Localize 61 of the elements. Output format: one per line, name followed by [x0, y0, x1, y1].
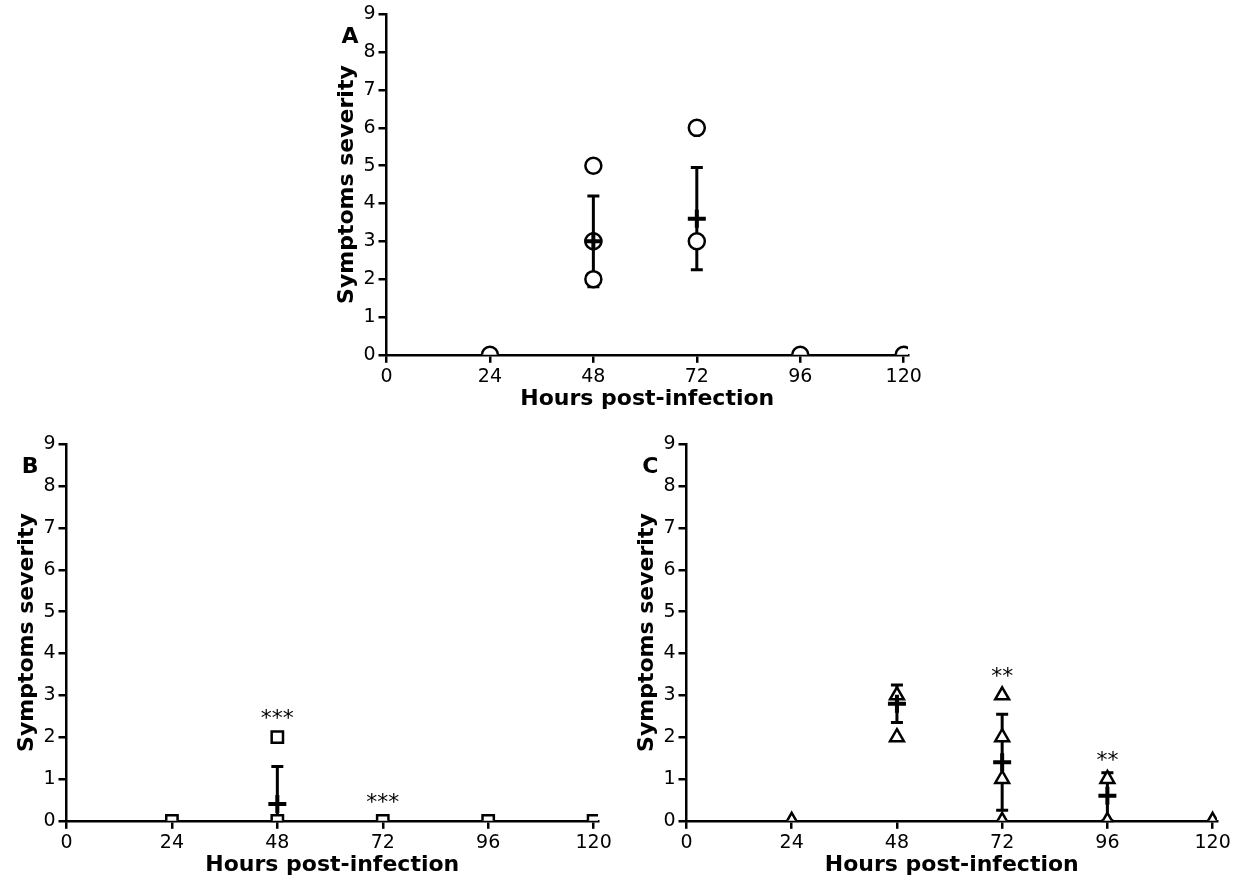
y-tick-label: 0: [363, 341, 376, 364]
y-tick-label: 7: [363, 76, 376, 99]
y-tick-label: 8: [43, 473, 56, 496]
x-tick-label: 0: [380, 364, 393, 387]
y-tick-label: 0: [663, 807, 676, 830]
x-tick-label: 120: [575, 830, 612, 853]
annotation: **: [991, 663, 1014, 689]
y-tick-label: 5: [363, 152, 376, 175]
y-tick-label: 5: [43, 598, 56, 621]
y-tick-label: 9: [363, 1, 376, 24]
y-tick-label: 6: [363, 114, 376, 137]
y-tick-label: 4: [43, 640, 56, 663]
text: A: [341, 23, 359, 49]
annotation: ***: [366, 788, 400, 814]
text: C: [642, 453, 659, 479]
x-tick-label: 48: [581, 364, 606, 387]
x-tick-label: 72: [684, 364, 709, 387]
y-tick-label: 9: [663, 431, 676, 454]
annotation: ***: [260, 705, 294, 731]
x-tick-label: 48: [884, 830, 910, 853]
x-axis-title: Hours post-infection: [520, 384, 775, 410]
y-tick-label: 1: [363, 303, 376, 326]
y-tick-label: 2: [663, 724, 676, 747]
y-tick-label: 6: [43, 556, 56, 579]
y-tick-label: 7: [663, 514, 676, 537]
x-tick-label: 24: [779, 830, 804, 853]
y-tick-label: 2: [363, 266, 376, 289]
y-tick-label: 3: [43, 682, 56, 705]
x-tick-label: 72: [990, 830, 1015, 853]
x-tick-label: 96: [788, 364, 813, 387]
x-tick-label: 120: [1194, 830, 1231, 853]
x-tick-label: 72: [370, 830, 395, 853]
y-tick-label: 3: [363, 228, 376, 251]
y-tick-label: 6: [663, 556, 676, 579]
y-tick-label: 8: [363, 39, 376, 62]
y-axis-title: Symptoms severity: [632, 513, 658, 752]
y-tick-label: 4: [663, 640, 676, 663]
x-tick-label: 24: [477, 364, 503, 387]
y-tick-label: 7: [43, 514, 56, 537]
y-tick-label: 2: [43, 724, 56, 747]
x-axis-title: Hours post-infection: [824, 850, 1079, 876]
annotation: **: [1096, 746, 1119, 772]
x-tick-label: 24: [159, 830, 185, 853]
y-tick-label: 4: [363, 190, 376, 213]
y-tick-label: 1: [663, 765, 676, 788]
y-axis-title: Symptoms severity: [12, 513, 38, 752]
text: B: [21, 453, 39, 479]
x-tick-label: 96: [476, 830, 501, 853]
y-tick-label: 5: [663, 598, 676, 621]
y-tick-label: 0: [43, 807, 56, 830]
x-axis-title: Hours post-infection: [205, 850, 460, 876]
x-tick-label: 0: [680, 830, 693, 853]
y-tick-label: 9: [43, 431, 56, 454]
y-tick-label: 1: [43, 765, 56, 788]
x-tick-label: 48: [265, 830, 290, 853]
y-tick-label: 3: [663, 682, 676, 705]
y-tick-label: 8: [663, 473, 676, 496]
x-tick-label: 96: [1095, 830, 1120, 853]
x-tick-label: 0: [60, 830, 73, 853]
y-axis-title: Symptoms severity: [332, 65, 358, 304]
x-tick-label: 120: [885, 364, 922, 387]
